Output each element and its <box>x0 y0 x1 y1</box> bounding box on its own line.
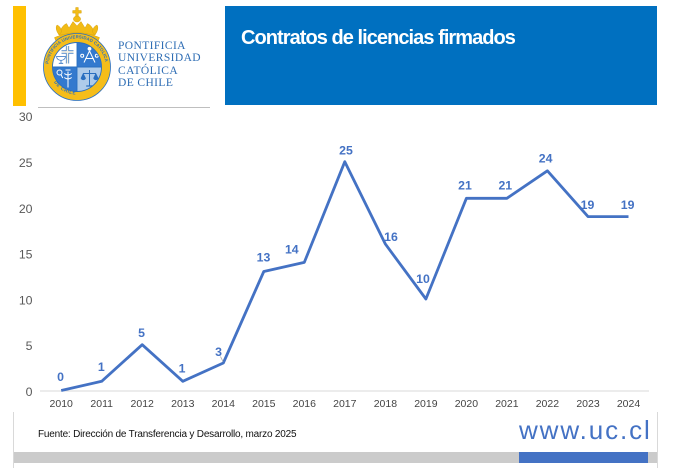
svg-text:30: 30 <box>19 110 33 124</box>
svg-text:2014: 2014 <box>212 398 236 410</box>
svg-text:1: 1 <box>179 362 186 376</box>
svg-text:20: 20 <box>19 202 33 216</box>
svg-text:5: 5 <box>26 339 33 353</box>
svg-text:13: 13 <box>257 251 271 265</box>
svg-text:10: 10 <box>19 293 33 307</box>
svg-text:21: 21 <box>498 178 512 192</box>
svg-text:2017: 2017 <box>333 398 357 410</box>
svg-text:2022: 2022 <box>536 398 560 410</box>
svg-text:25: 25 <box>19 156 33 170</box>
svg-text:2019: 2019 <box>414 398 438 410</box>
svg-text:25: 25 <box>339 143 353 157</box>
svg-text:14: 14 <box>285 243 299 257</box>
svg-text:24: 24 <box>539 152 553 166</box>
svg-text:3: 3 <box>215 345 222 359</box>
svg-text:2011: 2011 <box>90 398 113 410</box>
svg-text:5: 5 <box>138 326 145 340</box>
svg-text:2016: 2016 <box>293 398 317 410</box>
svg-text:2024: 2024 <box>617 398 641 410</box>
svg-text:19: 19 <box>581 198 595 212</box>
svg-text:2012: 2012 <box>131 398 155 410</box>
svg-text:2020: 2020 <box>455 398 479 410</box>
svg-text:16: 16 <box>384 230 398 244</box>
svg-text:2013: 2013 <box>171 398 195 410</box>
svg-text:1: 1 <box>98 360 105 374</box>
svg-text:2015: 2015 <box>252 398 276 410</box>
svg-text:21: 21 <box>458 178 472 192</box>
svg-text:15: 15 <box>19 248 33 262</box>
svg-text:2018: 2018 <box>374 398 398 410</box>
svg-text:0: 0 <box>57 370 64 384</box>
svg-text:2023: 2023 <box>576 398 600 410</box>
svg-text:19: 19 <box>621 198 635 212</box>
svg-text:10: 10 <box>416 272 430 286</box>
svg-text:2021: 2021 <box>495 398 519 410</box>
svg-text:2010: 2010 <box>50 398 74 410</box>
svg-text:0: 0 <box>26 385 33 399</box>
